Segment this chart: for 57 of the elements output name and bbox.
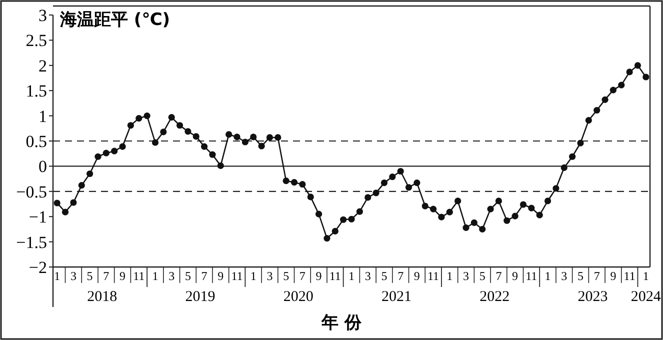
x-tick-label: 3 [364,269,371,283]
x-tick-label: 9 [414,269,420,283]
x-tick-label: 5 [577,269,584,283]
x-tick-label: 3 [561,269,568,283]
text: 2019 [185,289,216,305]
x-tick-label: 9 [512,269,518,283]
x-tick-label: 9 [218,269,224,283]
x-tick-label: 5 [86,269,93,283]
x-tick-label: 7 [103,269,110,283]
y-tick-label: −1 [28,208,47,227]
x-tick-label: 1 [642,269,649,283]
y-tick-label: −1.5 [16,232,47,252]
text: 2024 [630,289,662,305]
x-tick-label: 1 [152,269,158,283]
y-tick-label: 3 [38,6,47,25]
x-tick-label: 7 [496,269,502,283]
x-tick-label: 11 [133,269,145,283]
x-tick-label: 3 [266,269,273,283]
x-tick-label: 1 [446,269,453,283]
x-tick-label: 9 [316,269,322,283]
x-tick-label: 1 [250,269,256,283]
y-tick-label: 2.5 [26,31,47,50]
text: 2023 [578,289,608,305]
x-tick-label: 7 [201,269,208,283]
y-axis-title: 海温距平 (℃) [59,10,170,30]
y-tick-label: 2 [38,56,47,76]
x-tick-label: 5 [283,269,290,283]
y-tick-label: −2 [28,258,47,277]
text: 2022 [480,289,510,305]
x-tick-label: 11 [329,269,341,283]
x-tick-label: 3 [70,269,76,283]
x-tick-label: 9 [610,269,616,283]
x-tick-label: 7 [398,269,404,283]
x-tick-label: 3 [462,269,469,283]
x-tick-label: 1 [348,269,354,283]
x-tick-label: 11 [428,269,440,283]
text: 2021 [381,289,412,305]
x-tick-label: 1 [544,269,551,283]
y-tick-label: 0 [38,157,47,176]
y-tick-label: −0.5 [16,182,47,202]
x-axis-title: 年 份 [320,313,362,333]
y-tick-label: 1.5 [26,82,47,101]
x-tick-label: 5 [479,269,486,283]
x-tick-label: 11 [231,269,243,283]
text: 2018 [87,289,118,305]
text: 2020 [283,289,314,305]
x-tick-label: 11 [526,269,538,283]
x-tick-label: 11 [624,269,636,283]
x-tick-label: 1 [54,269,60,283]
y-tick-label: 0.5 [26,132,47,151]
x-tick-label: 5 [381,269,388,283]
x-tick-label: 3 [168,269,175,283]
x-tick-label: 9 [120,269,126,283]
x-tick-label: 7 [594,269,600,283]
x-tick-label: 7 [299,269,306,283]
x-tick-label: 5 [184,269,191,283]
y-tick-label: 1 [38,106,47,126]
